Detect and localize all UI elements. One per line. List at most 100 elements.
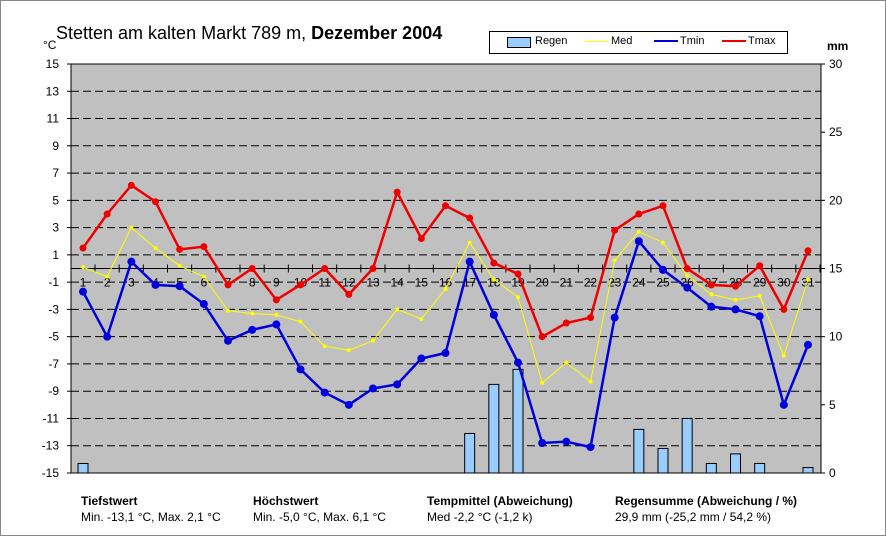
legend-tmin-swatch	[654, 40, 678, 42]
point-tmin	[344, 400, 353, 409]
y-tick-label: -3	[48, 302, 59, 316]
y-tick-label: 3	[52, 221, 59, 235]
footer-hoechstwert-label: Höchstwert	[253, 494, 319, 508]
point-med	[201, 274, 206, 279]
point-tmin	[369, 384, 377, 393]
x-tick-label: 15	[415, 276, 429, 290]
point-med	[636, 229, 641, 234]
point-med	[781, 353, 786, 358]
point-tmin	[489, 310, 498, 319]
point-med	[564, 360, 569, 365]
point-med	[685, 273, 690, 278]
point-tmax	[611, 226, 619, 234]
rain-bar	[681, 417, 693, 474]
point-tmin	[393, 380, 402, 389]
point-tmax	[804, 247, 812, 255]
point-tmin	[707, 302, 716, 311]
rain-bar	[657, 447, 669, 474]
y2-tick-label: 5	[829, 398, 836, 412]
y-tick-label: -11	[43, 411, 60, 425]
point-tmin	[296, 365, 305, 374]
footer-regensumme-value: 29,9 mm (-25,2 mm / 54,2 %)	[615, 510, 772, 524]
y-tick-label: -9	[48, 384, 59, 398]
point-med	[661, 240, 665, 245]
point-tmax	[224, 281, 232, 289]
y-tick-label: -1	[48, 275, 59, 289]
point-med	[346, 348, 351, 353]
point-tmax	[780, 305, 788, 313]
rain-bar	[730, 453, 741, 474]
x-tick-label: 24	[632, 276, 646, 290]
point-tmin	[320, 388, 329, 397]
x-tick-label: 22	[584, 276, 598, 290]
point-med	[322, 344, 327, 349]
point-med	[81, 265, 85, 270]
point-tmin	[683, 283, 692, 292]
point-tmin	[441, 349, 450, 358]
point-med	[757, 293, 762, 298]
point-med	[226, 308, 230, 313]
y-tick-label: 13	[46, 84, 60, 98]
x-tick-label: 25	[656, 276, 670, 290]
x-tick-label: 2	[104, 276, 111, 290]
point-med	[105, 274, 110, 279]
point-med	[250, 311, 255, 316]
point-tmax	[200, 243, 208, 251]
point-tmax	[79, 244, 87, 252]
y2-tick-label: 10	[829, 330, 843, 344]
y2-tick-label: 20	[829, 193, 843, 207]
y-axis-label: °C	[43, 38, 57, 52]
point-med	[419, 316, 424, 321]
point-tmax	[466, 214, 474, 222]
point-med	[540, 381, 545, 386]
y2-tick-label: 15	[829, 262, 843, 276]
point-med	[129, 225, 134, 230]
point-tmin	[272, 320, 281, 329]
point-tmin	[804, 340, 812, 349]
point-med	[395, 307, 400, 312]
x-tick-label: 30	[777, 276, 791, 290]
point-med	[298, 319, 303, 324]
x-tick-label: 16	[439, 276, 453, 290]
point-tmax	[127, 181, 135, 189]
footer-regensumme-label: Regensumme (Abweichung / %)	[615, 494, 798, 508]
point-tmin	[731, 305, 740, 314]
x-tick-label: 11	[318, 276, 331, 290]
point-tmax	[321, 265, 329, 272]
point-tmin	[175, 282, 184, 291]
x-tick-label: 18	[487, 276, 501, 290]
x-tick-label: 1	[80, 276, 87, 290]
point-med	[709, 292, 714, 297]
x-tick-label: 13	[366, 276, 380, 290]
point-tmax	[587, 314, 594, 322]
point-tmin	[151, 280, 160, 289]
legend-regen-swatch	[507, 37, 531, 48]
rain-bar	[754, 462, 766, 474]
point-tmax	[345, 290, 353, 298]
point-med	[443, 286, 448, 291]
point-tmin	[538, 439, 547, 448]
point-tmin	[755, 312, 764, 321]
legend-tmax-swatch	[722, 40, 746, 42]
x-tick-label: 14	[390, 276, 404, 290]
y-tick-label: -5	[48, 330, 59, 344]
point-tmin	[659, 265, 667, 274]
point-tmin	[127, 257, 136, 266]
point-tmax	[538, 333, 546, 341]
point-tmax	[369, 265, 377, 272]
rain-bar	[705, 462, 717, 474]
point-med	[274, 312, 279, 317]
rain-bar	[802, 467, 814, 474]
x-tick-label: 29	[753, 276, 767, 290]
point-tmax	[756, 262, 764, 270]
point-tmin	[586, 443, 595, 452]
point-tmin	[199, 299, 208, 308]
point-tmax	[635, 210, 643, 218]
y-tick-label: 11	[47, 112, 60, 126]
point-tmax	[297, 281, 304, 289]
footer-tiefstwert-label: Tiefstwert	[81, 494, 138, 508]
rain-bar	[464, 432, 476, 474]
x-tick-label: 20	[535, 276, 549, 290]
